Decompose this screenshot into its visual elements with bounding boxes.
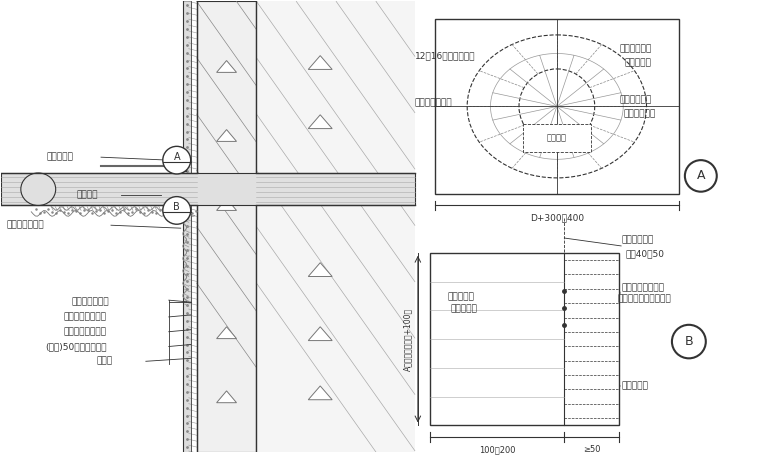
Text: B: B (173, 202, 180, 213)
Bar (435, 19, 679, 194)
Text: (建议)50厚聚苯板保护: (建议)50厚聚苯板保护 (46, 342, 106, 351)
Text: A（管道外径周长+100）: A（管道外径周长+100） (404, 308, 413, 371)
Text: 根阴角线重合: 根阴角线重合 (623, 109, 655, 118)
Polygon shape (217, 327, 236, 339)
Polygon shape (309, 56, 332, 69)
Bar (430, 253, 619, 425)
Text: A: A (173, 152, 180, 162)
Text: B: B (685, 335, 693, 348)
Polygon shape (309, 174, 332, 188)
Ellipse shape (21, 173, 55, 206)
Text: 改性沥青防水卷材: 改性沥青防水卷材 (63, 327, 106, 336)
Text: A: A (697, 170, 705, 182)
Text: 12或16等分裁剪虚线: 12或16等分裁剪虚线 (415, 51, 475, 60)
Circle shape (163, 197, 191, 224)
Text: 间距40～50: 间距40～50 (625, 250, 664, 258)
Text: 阴角线重合: 阴角线重合 (451, 304, 477, 314)
Text: 剪切等分虚线: 剪切等分虚线 (621, 235, 654, 244)
Text: 回填土: 回填土 (96, 357, 112, 366)
Text: 粘贴于管壁: 粘贴于管壁 (621, 382, 648, 390)
Polygon shape (217, 130, 236, 141)
Polygon shape (309, 115, 332, 128)
Circle shape (672, 325, 706, 358)
Circle shape (519, 69, 595, 144)
Text: 剪口范围: 剪口范围 (547, 133, 567, 143)
Bar (256, 1, 415, 452)
Text: 圆形折线与管: 圆形折线与管 (619, 96, 651, 105)
Text: 防水钢筋砼侧墙: 防水钢筋砼侧墙 (71, 298, 109, 307)
Polygon shape (309, 263, 332, 276)
Polygon shape (217, 391, 236, 403)
Text: 100～200: 100～200 (479, 445, 515, 454)
Polygon shape (217, 60, 236, 72)
Polygon shape (309, 386, 332, 400)
Text: D+300～400: D+300～400 (530, 213, 584, 223)
Bar (182, 1, 191, 452)
Bar (2, 173, 415, 206)
Text: 金属锚紧固: 金属锚紧固 (46, 153, 73, 162)
Polygon shape (217, 199, 236, 210)
Bar (523, 124, 591, 152)
Text: 等分叶片弯折后呈: 等分叶片弯折后呈 (621, 283, 664, 292)
Text: 铅丝围扎保护层: 铅丝围扎保护层 (6, 221, 44, 230)
Polygon shape (309, 327, 332, 340)
Text: 放射状粘贴于侧墙基面: 放射状粘贴于侧墙基面 (617, 295, 671, 303)
Text: 沥青基基层处理剂: 沥青基基层处理剂 (63, 313, 106, 321)
Text: 粘贴于侧墙立面: 粘贴于侧墙立面 (415, 98, 452, 107)
Bar (197, 1, 256, 452)
Circle shape (163, 146, 191, 174)
Text: 于管道外壁: 于管道外壁 (624, 58, 651, 67)
Ellipse shape (467, 35, 647, 178)
Text: ≥50: ≥50 (583, 445, 600, 454)
Polygon shape (171, 154, 185, 171)
Circle shape (685, 160, 717, 191)
Text: 尖形叶片粘贴: 尖形叶片粘贴 (619, 44, 651, 53)
Text: 折线与管根: 折线与管根 (448, 292, 475, 302)
Text: 沥青涂层: 沥青涂层 (76, 190, 97, 199)
